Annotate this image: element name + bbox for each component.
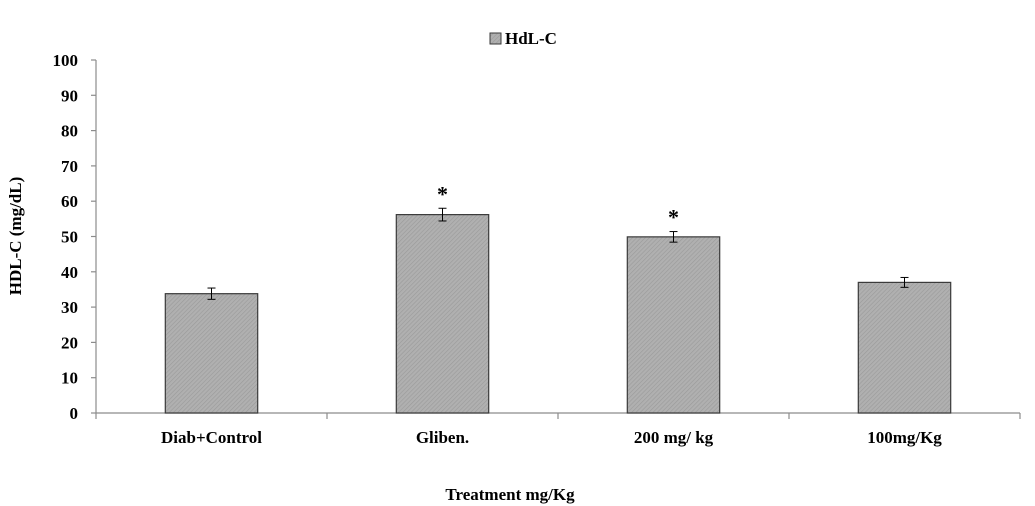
x-category-label: 100mg/Kg [867,428,942,447]
legend-swatch [489,32,502,45]
y-tick-label: 20 [61,333,78,352]
x-category-label: Gliben. [416,428,469,447]
y-tick-label: 100 [53,51,79,70]
bar [626,236,721,414]
y-axis: 0 10 20 30 40 50 60 70 80 90 100 [53,51,97,423]
significance-marker: * [668,205,679,230]
x-axis-title: Treatment mg/Kg [445,485,575,504]
y-tick-label: 60 [61,192,78,211]
y-tick-label: 80 [61,122,78,141]
x-axis [95,412,1021,419]
y-tick-label: 0 [70,404,79,423]
x-category-label: 200 mg/ kg [634,428,714,447]
significance-marker: * [437,181,448,206]
bar [395,214,490,414]
category-labels: Diab+Control Gliben. 200 mg/ kg 100mg/Kg [161,428,942,447]
y-tick-label: 90 [61,86,78,105]
legend-label: HdL-C [505,29,557,48]
bars: ** [164,181,952,414]
y-tick-label: 30 [61,298,78,317]
legend: HdL-C [489,29,557,48]
bar [857,281,952,414]
y-tick-label: 50 [61,228,78,247]
y-tick-label: 40 [61,263,78,282]
y-axis-title: HDL-C (mg/dL) [6,177,25,296]
y-tick-label: 10 [61,369,78,388]
x-category-label: Diab+Control [161,428,262,447]
y-tick-label: 70 [61,157,78,176]
bar [164,293,259,414]
